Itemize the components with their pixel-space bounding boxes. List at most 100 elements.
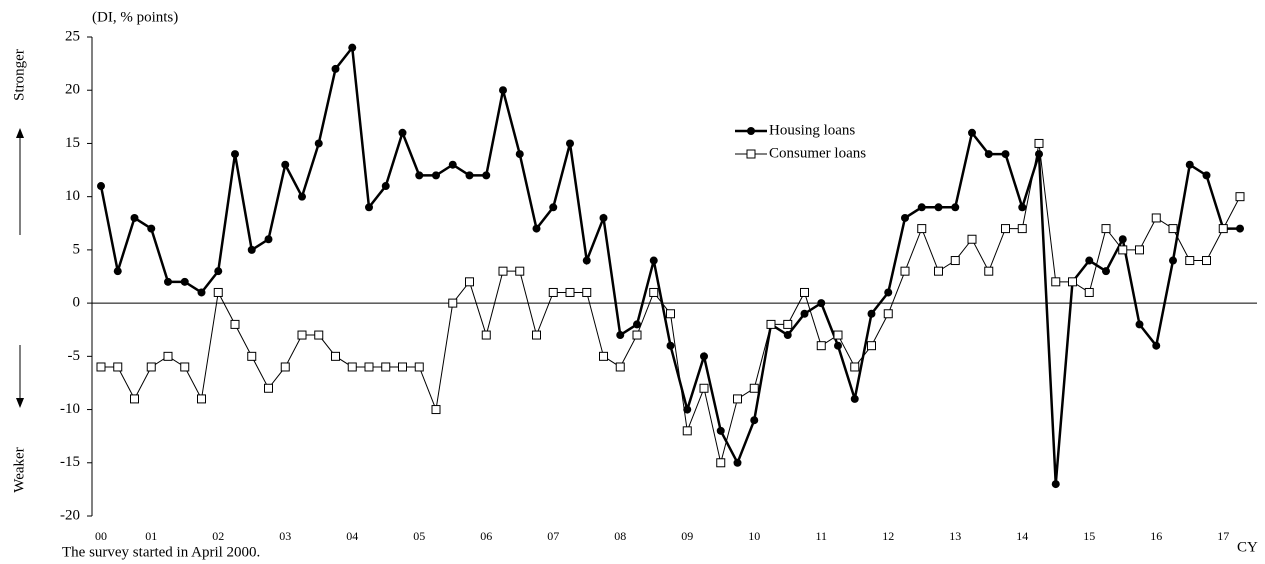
marker	[1085, 256, 1094, 265]
marker	[884, 288, 893, 297]
marker	[398, 362, 407, 372]
marker	[934, 266, 943, 276]
marker	[415, 171, 424, 180]
marker	[1151, 213, 1161, 223]
x-tick-label: 01	[145, 529, 157, 543]
x-tick-label: 17	[1217, 529, 1229, 543]
x-tick-label: 13	[949, 529, 961, 543]
marker	[950, 256, 960, 266]
x-tick-label: 03	[279, 529, 291, 543]
y-tick-label: -20	[60, 507, 80, 523]
x-tick-label: 02	[212, 529, 224, 543]
marker	[163, 351, 173, 361]
marker	[532, 330, 541, 340]
y-tick-label: 5	[73, 241, 81, 257]
marker	[716, 458, 726, 468]
marker	[1135, 320, 1144, 329]
x-unit: CY	[1237, 539, 1258, 555]
marker	[130, 213, 139, 222]
marker	[180, 362, 190, 372]
marker	[264, 383, 273, 393]
marker	[749, 383, 759, 393]
marker	[247, 351, 257, 361]
series-line	[99, 44, 1240, 485]
legend-label: Housing loans	[769, 122, 855, 138]
marker	[1084, 287, 1094, 297]
x-tick-label: 15	[1083, 529, 1095, 543]
marker	[783, 331, 792, 340]
marker	[700, 352, 708, 361]
marker	[314, 139, 323, 148]
marker	[984, 266, 994, 276]
marker	[381, 182, 390, 191]
marker	[1101, 224, 1111, 234]
marker	[632, 330, 642, 340]
marker	[448, 298, 458, 308]
marker	[465, 171, 474, 180]
legend-marker	[747, 127, 755, 135]
marker	[1051, 277, 1061, 287]
y-tick-label: 10	[65, 188, 80, 204]
marker	[1118, 235, 1127, 244]
marker	[1051, 480, 1060, 489]
marker	[465, 277, 474, 287]
marker	[180, 277, 189, 286]
marker	[481, 330, 491, 340]
marker	[682, 426, 692, 436]
marker	[883, 309, 893, 319]
marker	[347, 362, 357, 372]
x-tick-label: 06	[480, 529, 492, 543]
marker	[850, 362, 860, 372]
marker	[917, 224, 927, 234]
marker	[1235, 192, 1245, 202]
marker	[867, 309, 876, 318]
marker	[264, 235, 273, 244]
marker	[616, 331, 625, 340]
marker	[398, 128, 407, 137]
arrow-up-head	[16, 128, 24, 138]
marker	[247, 245, 256, 254]
marker	[867, 341, 876, 351]
marker	[599, 213, 608, 222]
marker	[331, 351, 340, 361]
marker	[1017, 224, 1027, 234]
marker	[699, 383, 709, 393]
marker	[666, 341, 675, 350]
marker	[633, 320, 641, 329]
marker	[499, 86, 507, 95]
marker	[599, 351, 608, 361]
y-tick-label: -15	[60, 454, 80, 470]
marker	[230, 319, 240, 329]
x-tick-label: 10	[748, 529, 760, 543]
marker	[96, 362, 106, 372]
marker	[197, 394, 206, 404]
marker	[147, 224, 156, 233]
y-tick-label: 20	[65, 82, 80, 98]
marker	[1218, 224, 1228, 234]
y-tick-label: 15	[65, 135, 80, 151]
marker	[1001, 224, 1010, 234]
marker	[1018, 203, 1027, 212]
marker	[1118, 245, 1128, 255]
marker	[582, 256, 591, 265]
marker	[816, 341, 826, 351]
marker	[1185, 256, 1195, 266]
marker	[314, 330, 324, 340]
marker	[130, 394, 139, 404]
marker	[1236, 224, 1244, 233]
marker	[1185, 160, 1194, 169]
x-tick-label: 14	[1016, 529, 1028, 543]
marker	[967, 234, 977, 244]
x-tick-label: 08	[614, 529, 626, 543]
marker	[733, 458, 742, 467]
marker	[1001, 150, 1010, 159]
marker	[716, 426, 725, 435]
marker	[1102, 267, 1110, 276]
marker	[515, 150, 524, 159]
note: The survey started in April 2000.	[62, 544, 260, 560]
marker	[1135, 245, 1144, 255]
marker	[146, 362, 156, 372]
marker	[432, 171, 440, 180]
marker	[113, 362, 123, 372]
